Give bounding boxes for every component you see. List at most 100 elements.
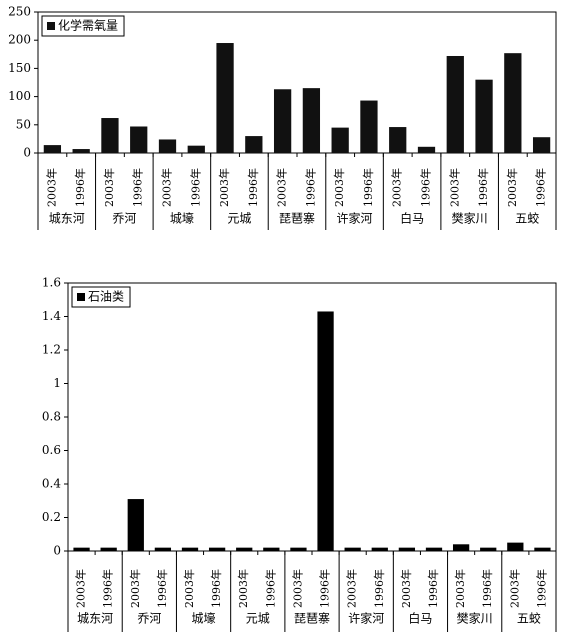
bar (72, 149, 90, 153)
bar (446, 55, 464, 153)
x-tick-label: 1996年 (101, 569, 115, 608)
x-tick-label: 2003年 (217, 168, 231, 207)
bar (398, 547, 416, 551)
bar (317, 311, 334, 551)
legend-label: 化学需氧量 (58, 18, 118, 33)
x-tick-label: 1996年 (263, 569, 277, 608)
bar (344, 547, 361, 551)
x-tick-label: 2003年 (332, 168, 346, 207)
x-tick-label: 2003年 (74, 569, 88, 608)
y-tick-label: 0 (53, 544, 61, 558)
y-tick-label: 250 (8, 5, 31, 19)
group-label: 樊家川 (452, 211, 488, 226)
y-tick-label: 0.2 (42, 510, 61, 524)
group-label: 许家河 (348, 611, 384, 626)
group-label: 琵琶寨 (294, 611, 330, 626)
bar (181, 547, 199, 551)
x-tick-label: 2003年 (182, 569, 196, 608)
x-tick-label: 1996年 (209, 569, 223, 608)
legend-box (71, 286, 131, 308)
x-tick-label: 1996年 (361, 168, 375, 207)
y-tick-label: 0.6 (42, 443, 61, 457)
y-tick-label: 100 (8, 89, 31, 103)
bar (302, 88, 321, 153)
x-tick-label: 2003年 (399, 569, 413, 608)
legend-box (41, 15, 125, 37)
bar (236, 547, 253, 551)
group-label: 城壕 (170, 211, 194, 226)
y-tick-label: 200 (8, 33, 31, 47)
group-label: 乔河 (137, 612, 161, 626)
bar (504, 53, 522, 154)
bar (208, 547, 226, 551)
bar (216, 43, 234, 153)
group-label: 五蛟 (517, 611, 541, 626)
legend-key (77, 293, 85, 301)
bar (158, 139, 177, 153)
x-tick-label: 2003年 (453, 569, 467, 608)
bar (532, 137, 551, 153)
bar (73, 547, 90, 551)
x-tick-label: 2003年 (290, 569, 304, 608)
x-tick-label: 1996年 (73, 168, 87, 207)
y-tick-label: 150 (8, 61, 31, 75)
bar (452, 544, 470, 551)
y-tick-label: 0.8 (42, 410, 61, 424)
x-tick-label: 2003年 (275, 168, 289, 207)
x-tick-label: 2003年 (128, 569, 142, 608)
x-tick-label: 2003年 (505, 168, 519, 207)
bar (263, 547, 280, 551)
x-tick-label: 1996年 (419, 168, 433, 207)
x-tick-label: 1996年 (476, 168, 490, 207)
bar (507, 542, 524, 551)
bar (331, 127, 349, 153)
group-label: 元城 (246, 612, 270, 626)
group-label: 白马 (408, 611, 432, 626)
group-label: 五蛟 (515, 211, 539, 226)
x-tick-label: 1996年 (534, 569, 548, 608)
bar (360, 100, 378, 153)
bar (127, 499, 144, 551)
y-tick-label: 1.4 (42, 309, 61, 323)
bar (100, 547, 117, 551)
legend-key (47, 22, 55, 30)
group-label: 白马 (400, 211, 424, 226)
group-label: 乔河 (112, 212, 136, 226)
x-tick-label: 1996年 (480, 569, 494, 608)
x-tick-label: 2003年 (160, 168, 174, 207)
x-tick-label: 1996年 (155, 569, 169, 608)
x-tick-label: 2003年 (447, 168, 461, 207)
x-tick-label: 2003年 (345, 569, 359, 608)
x-tick-label: 2003年 (390, 168, 404, 207)
group-label: 城东河 (77, 612, 113, 626)
group-label: 城东河 (49, 212, 85, 226)
x-tick-label: 1996年 (372, 569, 386, 608)
x-tick-label: 1996年 (426, 569, 440, 608)
legend-label: 石油类 (88, 290, 124, 304)
x-tick-label: 2003年 (236, 569, 250, 608)
bar (187, 145, 205, 153)
bar (475, 79, 493, 153)
x-tick-label: 1996年 (188, 168, 202, 207)
y-tick-label: 0 (23, 146, 31, 160)
x-tick-label: 1996年 (534, 168, 548, 207)
y-tick-label: 50 (16, 117, 31, 131)
y-tick-label: 1.2 (42, 343, 61, 357)
y-tick-label: 1.6 (42, 276, 61, 290)
y-tick-label: 1 (53, 376, 61, 390)
x-tick-label: 1996年 (303, 168, 317, 207)
bar (43, 145, 62, 153)
x-tick-label: 2003年 (102, 168, 116, 207)
bar (480, 547, 497, 551)
x-tick-label: 1996年 (131, 168, 145, 207)
bar (389, 127, 407, 153)
bar (154, 547, 172, 551)
bar (534, 547, 551, 551)
group-label: 元城 (227, 212, 251, 226)
group-label: 琵琶寨 (279, 211, 315, 226)
group-label: 许家河 (337, 211, 373, 226)
x-tick-label: 2003年 (44, 168, 58, 207)
x-tick-label: 2003年 (507, 569, 521, 608)
x-tick-label: 1996年 (246, 168, 260, 207)
